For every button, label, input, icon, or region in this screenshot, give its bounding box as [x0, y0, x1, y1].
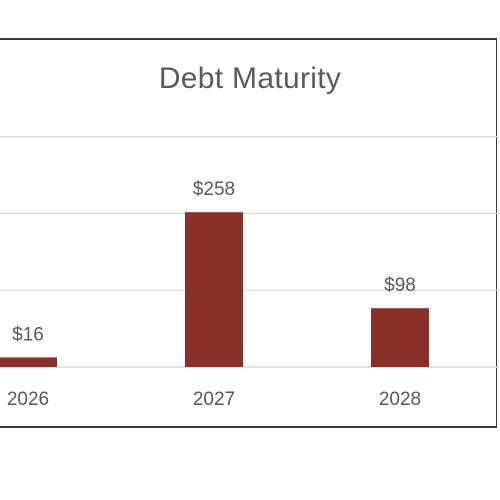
- bar-2026: [0, 357, 57, 367]
- data-label-2026: $16: [12, 324, 44, 345]
- data-label-2027: $258: [193, 179, 235, 200]
- x-tick-label-2028: 2028: [379, 389, 421, 410]
- chart-title: Debt Maturity: [158, 62, 342, 95]
- bar-2027: [185, 212, 243, 367]
- data-label-2028: $98: [384, 275, 416, 296]
- x-tick-label-2026: 2026: [7, 389, 49, 410]
- bar-2028: [371, 308, 429, 367]
- x-tick-label-2027: 2027: [193, 389, 235, 410]
- chart-frame: [0, 38, 497, 428]
